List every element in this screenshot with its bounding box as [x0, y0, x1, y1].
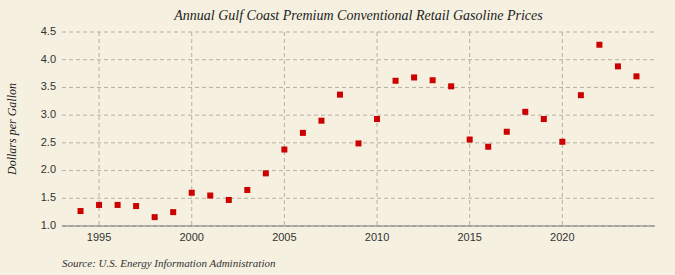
x-tick-label: 2015 [457, 231, 481, 243]
y-tick-label: 4.0 [41, 53, 56, 65]
grid [62, 32, 655, 226]
point [244, 187, 250, 193]
point [133, 203, 139, 209]
point [207, 193, 213, 199]
x-tick-label: 2000 [179, 231, 203, 243]
point [337, 92, 343, 98]
point [411, 74, 417, 80]
point [541, 116, 547, 122]
y-axis-label: Dollars per Gallon [5, 83, 19, 176]
y-grid-line [62, 170, 655, 171]
x-grid-line [284, 32, 285, 226]
x-grid-line [191, 32, 192, 226]
y-tick-label: 3.0 [41, 108, 56, 120]
point [96, 202, 102, 208]
point [559, 139, 565, 145]
point [393, 78, 399, 84]
point [374, 116, 380, 122]
x-grid-line [377, 32, 378, 226]
x-tick-label: 2005 [272, 231, 296, 243]
x-tick-label: 2010 [365, 231, 389, 243]
x-grid-line [99, 32, 100, 226]
point [115, 202, 121, 208]
point [226, 197, 232, 203]
point [596, 42, 602, 48]
point [485, 144, 491, 150]
point [448, 83, 454, 89]
points [78, 42, 640, 220]
y-grid-line [62, 198, 655, 199]
point [504, 129, 510, 135]
point [281, 147, 287, 153]
y-grid-line [62, 87, 655, 88]
x-grid-line [562, 32, 563, 226]
point [430, 77, 436, 83]
y-tick-label: 3.5 [41, 80, 56, 92]
y-grid-line [62, 59, 655, 60]
y-tick-label: 1.5 [41, 191, 56, 203]
point [615, 63, 621, 69]
x-tick-label: 1995 [87, 231, 111, 243]
point [78, 208, 84, 214]
point [467, 137, 473, 143]
x-axis-line [62, 226, 655, 227]
point [263, 170, 269, 176]
y-grid-line [62, 115, 655, 116]
y-tick-label: 2.5 [41, 136, 56, 148]
y-grid-line [62, 226, 655, 227]
point [152, 214, 158, 220]
point [633, 73, 639, 79]
point [522, 109, 528, 115]
y-grid-line [62, 32, 655, 33]
title: Annual Gulf Coast Premium Conventional R… [173, 8, 543, 23]
point [300, 130, 306, 136]
point [189, 190, 195, 196]
chart: 1.0 1.5 2.0 2.5 3.0 3.5 4.0 4.5 1995 2000 2005 2010… [0, 0, 675, 275]
point [170, 209, 176, 215]
y-tick-label: 1.0 [41, 219, 56, 231]
y-tick-label: 2.0 [41, 163, 56, 175]
y-tick-label: 4.5 [41, 25, 56, 37]
point [356, 140, 362, 146]
source-note: Source: U.S. Energy Information Administ… [62, 257, 276, 269]
x-tick-label: 2020 [550, 231, 574, 243]
point [578, 92, 584, 98]
point [318, 118, 324, 124]
x-grid-line [469, 32, 470, 226]
